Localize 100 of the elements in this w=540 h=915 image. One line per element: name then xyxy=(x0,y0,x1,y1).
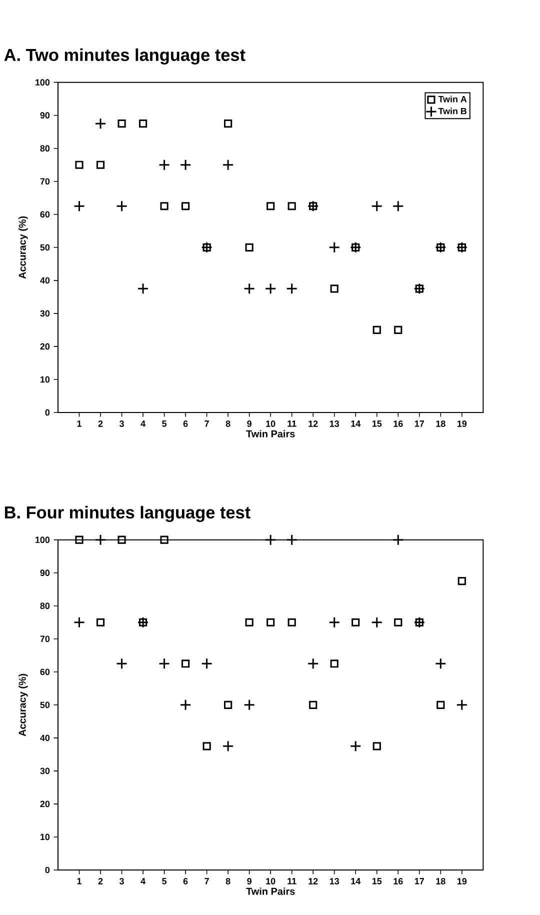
point xyxy=(307,658,319,670)
point xyxy=(245,243,254,252)
point xyxy=(286,534,298,546)
y-tick-label: 30 xyxy=(40,768,50,774)
y-tick-label: 40 xyxy=(40,734,50,742)
point xyxy=(96,618,105,626)
x-tick-label: 11 xyxy=(288,420,296,427)
x-tick-label: 18 xyxy=(436,878,446,884)
point xyxy=(160,536,168,544)
x-tick-label: 10 xyxy=(266,878,276,884)
x-tick-label: 8 xyxy=(226,420,230,427)
point xyxy=(309,700,318,709)
x-axis-title: Twin Pairs xyxy=(246,888,295,895)
point xyxy=(264,282,276,294)
x-tick-label: 3 xyxy=(119,420,124,427)
point xyxy=(436,700,445,709)
point xyxy=(458,577,466,586)
point xyxy=(94,118,106,130)
point xyxy=(392,534,404,546)
x-tick-label: 12 xyxy=(308,878,318,884)
y-tick-label: 10 xyxy=(40,834,50,840)
point xyxy=(244,699,256,711)
x-tick-label: 8 xyxy=(226,878,230,884)
point xyxy=(434,658,446,670)
point xyxy=(116,658,128,670)
x-tick-label: 17 xyxy=(414,878,424,884)
point xyxy=(96,160,105,169)
y-tick-label: 90 xyxy=(40,112,50,119)
x-tick-label: 6 xyxy=(183,420,188,427)
point xyxy=(394,618,402,626)
y-tick-label: 70 xyxy=(40,636,50,642)
legend-label: Twin B xyxy=(438,108,467,114)
point xyxy=(74,616,86,628)
point xyxy=(158,658,170,670)
y-axis-title: Accuracy (%) xyxy=(18,216,28,279)
legend-label: Twin A xyxy=(438,96,467,102)
y-tick-label: 60 xyxy=(40,668,50,676)
y-tick-label: 50 xyxy=(40,702,50,708)
point xyxy=(201,658,213,670)
point xyxy=(75,160,84,169)
x-tick-label: 12 xyxy=(308,420,318,427)
point xyxy=(180,159,192,171)
x-tick-label: 13 xyxy=(330,420,340,427)
chart-title: B. Four minutes language test xyxy=(4,506,250,522)
point xyxy=(160,202,168,210)
point xyxy=(328,616,340,628)
x-tick-label: 16 xyxy=(394,420,403,427)
x-tick-label: 2 xyxy=(98,420,103,427)
point xyxy=(180,699,192,711)
y-tick-label: 70 xyxy=(40,178,50,185)
x-tick-label: 14 xyxy=(351,420,361,427)
point xyxy=(138,120,148,128)
point xyxy=(245,618,254,626)
x-tick-label: 6 xyxy=(183,878,188,884)
x-tick-label: 17 xyxy=(414,420,424,427)
x-tick-label: 3 xyxy=(119,878,124,884)
x-tick-label: 2 xyxy=(98,878,103,884)
point xyxy=(264,534,276,546)
x-tick-label: 7 xyxy=(204,420,209,427)
x-tick-label: 15 xyxy=(372,420,382,427)
y-tick-label: 10 xyxy=(40,376,50,383)
x-tick-label: 19 xyxy=(457,878,467,884)
point xyxy=(456,699,468,711)
point xyxy=(266,202,275,210)
y-tick-label: 30 xyxy=(40,310,50,317)
x-tick-label: 1 xyxy=(77,420,82,427)
point xyxy=(224,700,232,709)
x-tick-label: 14 xyxy=(351,878,361,884)
point xyxy=(182,660,190,668)
point xyxy=(330,660,338,668)
x-tick-label: 5 xyxy=(162,420,167,427)
point xyxy=(350,740,362,752)
point xyxy=(75,536,84,544)
point xyxy=(352,618,360,626)
point xyxy=(224,120,232,128)
x-tick-label: 13 xyxy=(330,878,340,884)
y-tick-label: 100 xyxy=(36,536,50,544)
point xyxy=(394,326,402,334)
x-tick-label: 9 xyxy=(247,878,252,884)
point xyxy=(392,200,404,212)
x-tick-label: 19 xyxy=(457,420,467,427)
point xyxy=(372,742,381,750)
point xyxy=(222,740,234,752)
point xyxy=(137,282,149,294)
point xyxy=(222,159,234,171)
y-tick-label: 50 xyxy=(40,244,50,251)
x-tick-label: 15 xyxy=(372,878,382,884)
point xyxy=(266,618,275,626)
y-axis-title: Accuracy (%) xyxy=(18,674,28,736)
point xyxy=(330,284,338,293)
x-tick-label: 1 xyxy=(77,878,82,884)
x-tick-label: 9 xyxy=(247,420,252,427)
point xyxy=(202,742,211,750)
chart-title: A. Two minutes language test xyxy=(4,48,246,65)
point xyxy=(286,282,298,294)
point xyxy=(182,202,190,210)
y-tick-label: 80 xyxy=(40,145,50,152)
y-tick-label: 60 xyxy=(40,211,50,218)
point xyxy=(116,200,128,212)
x-tick-label: 11 xyxy=(288,878,296,884)
